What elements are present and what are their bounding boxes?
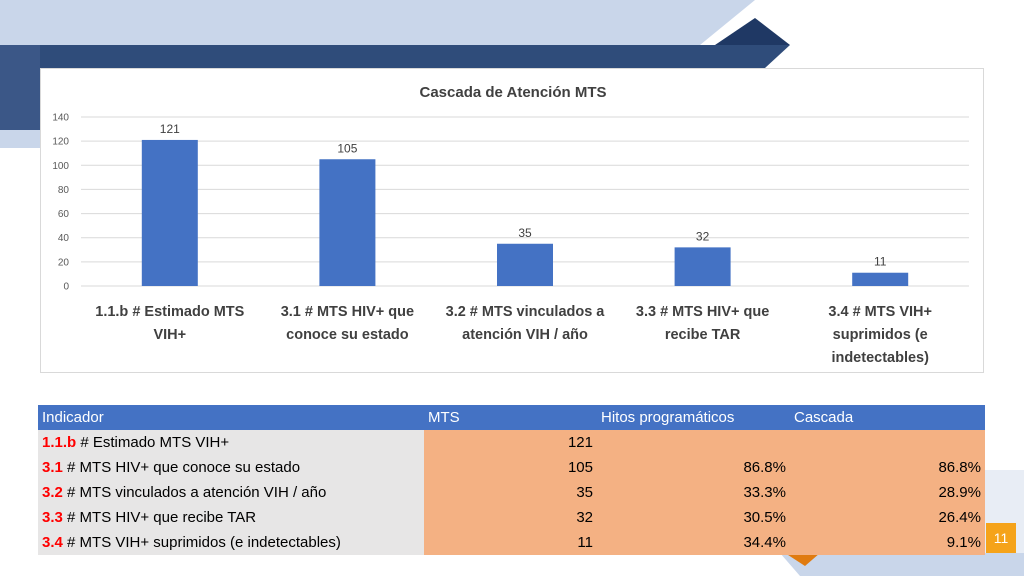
- indicator-cell: 3.1 # MTS HIV+ que conoce su estado: [38, 455, 424, 480]
- mts-cell: 11: [424, 530, 597, 555]
- data-label: 11: [874, 255, 887, 269]
- indicator-cell: 1.1.b # Estimado MTS VIH+: [38, 430, 424, 455]
- cascada-cell: 9.1%: [790, 530, 985, 555]
- table-header-row: Indicador MTS Hitos programáticos Cascad…: [38, 405, 985, 430]
- hitos-cell: 34.4%: [597, 530, 790, 555]
- bottom-right-band: [780, 553, 1024, 576]
- top-light-band: [0, 0, 755, 45]
- left-dark-block: [0, 45, 40, 130]
- mts-cell: 32: [424, 505, 597, 530]
- data-label: 35: [518, 226, 532, 240]
- table-row: 1.1.b # Estimado MTS VIH+ 121: [38, 430, 985, 455]
- cascada-cell: 26.4%: [790, 505, 985, 530]
- indicator-code: 3.1: [42, 459, 63, 476]
- top-dark-triangle: [715, 18, 790, 45]
- data-label: 121: [160, 122, 180, 136]
- category-label: 3.3 # MTS HIV+ que: [636, 304, 769, 320]
- y-tick-label: 120: [52, 137, 69, 148]
- mts-cell: 121: [424, 430, 597, 455]
- header-hitos: Hitos programáticos: [597, 405, 790, 430]
- category-label: recibe TAR: [665, 327, 741, 343]
- cascada-cell: 28.9%: [790, 480, 985, 505]
- category-label: atención VIH / año: [462, 327, 588, 343]
- indicator-cell: 3.3 # MTS HIV+ que recibe TAR: [38, 505, 424, 530]
- y-tick-label: 20: [58, 257, 70, 268]
- indicator-code: 1.1.b: [42, 434, 77, 451]
- category-label: VIH+: [153, 327, 186, 343]
- top-dark-band: [0, 45, 790, 68]
- table-row: 3.2 # MTS vinculados a atención VIH / añ…: [38, 480, 985, 505]
- left-light-block: [0, 130, 40, 148]
- y-tick-label: 0: [63, 282, 69, 293]
- header-mts: MTS: [424, 405, 597, 430]
- category-label: indetectables): [831, 350, 929, 366]
- category-label: conoce su estado: [286, 327, 409, 343]
- category-label: suprimidos (e: [833, 327, 928, 343]
- table-row: 3.4 # MTS VIH+ suprimidos (e indetectabl…: [38, 530, 985, 555]
- cascada-cell: [790, 430, 985, 455]
- header-indicador: Indicador: [38, 405, 424, 430]
- cascade-table: Indicador MTS Hitos programáticos Cascad…: [38, 405, 985, 555]
- table-row: 3.1 # MTS HIV+ que conoce su estado 105 86…: [38, 455, 985, 480]
- hitos-cell: 86.8%: [597, 455, 790, 480]
- mts-cell: 105: [424, 455, 597, 480]
- y-tick-label: 140: [52, 113, 69, 124]
- category-label: 1.1.b # Estimado MTS: [95, 304, 244, 320]
- bar-chart-svg: Cascada de Atención MTS 0 20 40 60 80 100 120 1…: [52, 84, 969, 366]
- category-label: 3.4 # MTS VIH+: [828, 304, 932, 320]
- bars: [141, 139, 909, 286]
- bottom-orange-triangle: [785, 553, 820, 566]
- indicator-code: 3.4: [42, 534, 63, 551]
- mts-cell: 35: [424, 480, 597, 505]
- category-label: 3.1 # MTS HIV+ que: [281, 304, 414, 320]
- bar: [319, 159, 376, 286]
- y-tick-label: 40: [58, 233, 70, 244]
- y-tick-label: 100: [52, 161, 69, 172]
- y-tick-label: 80: [58, 185, 70, 196]
- header-cascada: Cascada: [790, 405, 985, 430]
- indicator-text: # Estimado MTS VIH+: [76, 434, 230, 451]
- category-labels: 1.1.b # Estimado MTS VIH+ 3.1 # MTS HIV+ q…: [95, 304, 932, 366]
- hitos-cell: 30.5%: [597, 505, 790, 530]
- hitos-cell: 33.3%: [597, 480, 790, 505]
- page-number-badge: 11: [986, 523, 1016, 553]
- indicator-text: # MTS vinculados a atención VIH / año: [62, 484, 327, 501]
- bar: [852, 272, 909, 286]
- y-tick-label: 60: [58, 209, 70, 220]
- indicator-text: # MTS HIV+ que conoce su estado: [62, 459, 301, 476]
- data-label: 32: [696, 229, 710, 243]
- indicator-text: # MTS HIV+ que recibe TAR: [62, 509, 257, 526]
- bar-chart: Cascada de Atención MTS 0 20 40 60 80 100 120 1…: [40, 68, 984, 373]
- data-labels: 121 105 35 32 11: [160, 122, 887, 269]
- indicator-code: 3.2: [42, 484, 63, 501]
- table-row: 3.3 # MTS HIV+ que recibe TAR 32 30.5% 26.4…: [38, 505, 985, 530]
- table-body: 1.1.b # Estimado MTS VIH+ 121 3.1 # MTS HI…: [38, 430, 985, 555]
- y-axis-ticks: 0 20 40 60 80 100 120 140: [52, 113, 69, 293]
- data-label: 105: [337, 141, 357, 155]
- bar: [141, 139, 198, 286]
- indicator-code: 3.3: [42, 509, 63, 526]
- hitos-cell: [597, 430, 790, 455]
- indicator-text: # MTS VIH+ suprimidos (e indetectables): [62, 534, 341, 551]
- indicator-cell: 3.2 # MTS vinculados a atención VIH / añ…: [38, 480, 424, 505]
- cascada-cell: 86.8%: [790, 455, 985, 480]
- category-label: 3.2 # MTS vinculados a: [446, 304, 606, 320]
- indicator-cell: 3.4 # MTS VIH+ suprimidos (e indetectabl…: [38, 530, 424, 555]
- chart-title: Cascada de Atención MTS: [420, 84, 607, 101]
- bar: [497, 243, 553, 286]
- bar: [674, 247, 731, 286]
